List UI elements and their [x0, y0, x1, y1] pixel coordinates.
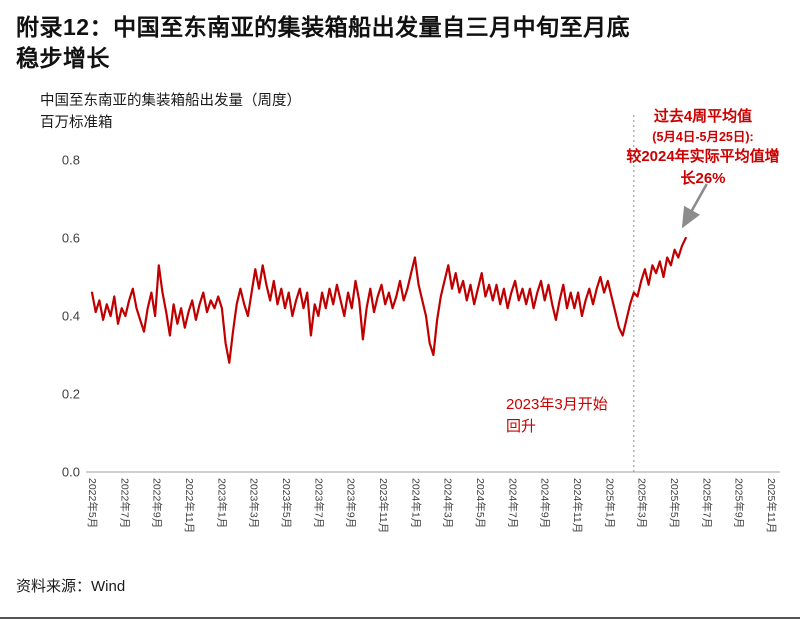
svg-text:0.2: 0.2	[62, 387, 80, 402]
svg-text:2023年7月: 2023年7月	[312, 478, 325, 528]
svg-text:2024年9月: 2024年9月	[539, 478, 552, 528]
svg-text:2024年7月: 2024年7月	[506, 478, 519, 528]
source-label: 资料来源：Wind	[16, 578, 126, 595]
svg-text:0.6: 0.6	[62, 231, 80, 246]
svg-text:2024年1月: 2024年1月	[409, 478, 422, 528]
svg-text:2024年3月: 2024年3月	[442, 478, 455, 528]
svg-text:2022年9月: 2022年9月	[151, 478, 164, 528]
svg-text:2022年5月: 2022年5月	[86, 478, 99, 528]
data-series-line	[90, 236, 687, 364]
chart-canvas: 0.00.20.40.60.8 2022年5月 2022年7月 2022年9月 202…	[62, 115, 780, 533]
page-header: 附录12：中国至东南亚的集装箱船出发量自三月中旬至月底 稳步增长	[0, 0, 800, 74]
svg-text:2023年5月: 2023年5月	[280, 478, 293, 528]
callout-annotation: 过去4周平均值 (5月4日-5月25日): 较2024年实际平均值增长26%	[620, 106, 786, 189]
svg-text:2025年3月: 2025年3月	[636, 478, 649, 528]
callout-arrow-icon	[681, 183, 708, 229]
svg-text:2024年11月: 2024年11月	[571, 478, 584, 533]
svg-text:2023年9月: 2023年9月	[345, 478, 358, 528]
page-title: 附录12：中国至东南亚的集装箱船出发量自三月中旬至月底 稳步增长	[16, 12, 784, 74]
svg-text:2025年11月: 2025年11月	[765, 478, 778, 533]
bottom-divider	[0, 617, 800, 619]
svg-text:2023年11月: 2023年11月	[377, 478, 390, 533]
svg-text:2025年1月: 2025年1月	[603, 478, 616, 528]
svg-text:2022年11月: 2022年11月	[183, 478, 196, 533]
svg-text:2024年5月: 2024年5月	[474, 478, 487, 528]
chart-subtitle: 中国至东南亚的集装箱船出发量（周度） 百万标准箱	[40, 90, 301, 134]
svg-text:0.0: 0.0	[62, 465, 80, 480]
svg-text:0.4: 0.4	[62, 309, 80, 324]
svg-text:0.8: 0.8	[62, 153, 80, 168]
rebound-annotation: 2023年3月开始回升	[506, 396, 608, 435]
page-footer: 资料来源：Wind	[0, 565, 800, 596]
svg-text:2025年9月: 2025年9月	[733, 478, 746, 528]
svg-text:2022年7月: 2022年7月	[118, 478, 131, 528]
callout-line2: (5月4日-5月25日):	[652, 129, 754, 144]
svg-text:2023年3月: 2023年3月	[248, 478, 261, 528]
callout-line1: 过去4周平均值	[653, 108, 753, 125]
callout-line3: 较2024年实际平均值增长26%	[626, 147, 780, 187]
svg-text:2025年5月: 2025年5月	[668, 478, 681, 528]
chart-unit-label: 百万标准箱	[40, 115, 113, 131]
page-title-line1: 附录12：中国至东南亚的集装箱船出发量自三月中旬至月底	[16, 14, 631, 40]
svg-text:2025年7月: 2025年7月	[700, 478, 713, 528]
page-title-line2: 稳步增长	[16, 45, 110, 71]
svg-text:2023年1月: 2023年1月	[215, 478, 228, 528]
chart-subtitle-title: 中国至东南亚的集装箱船出发量（周度）	[40, 93, 301, 109]
chart-area: 0.0 0.2 0.4 0.6 0.8 2022年5月 2022年7月 2022年9月 202…	[0, 80, 800, 565]
x-axis-tick-labels: 2022年5月 2022年7月 2022年9月 2022年11月 2023年1月 2023…	[86, 478, 778, 533]
y-axis-tick-labels: 0.0 0.2 0.4 0.6 0.8	[62, 153, 80, 480]
